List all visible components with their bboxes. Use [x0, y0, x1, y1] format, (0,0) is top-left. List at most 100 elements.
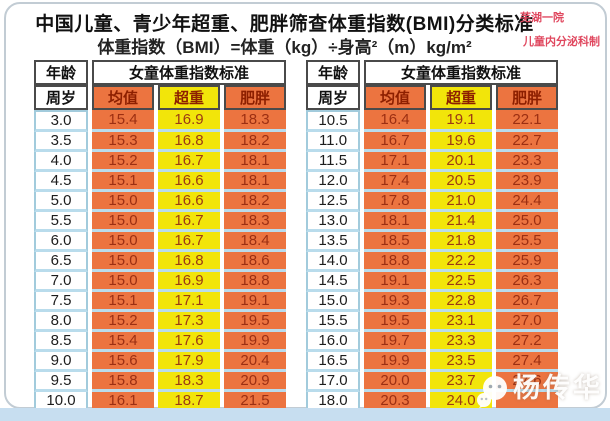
- overweight-cell: 19.6: [430, 132, 492, 152]
- obese-cell: 18.4: [224, 232, 286, 252]
- age-cell: 8.0: [34, 312, 88, 332]
- table-row: 6.0 15.0 16.7 18.4: [34, 232, 286, 252]
- age-cell: 16.5: [306, 352, 360, 372]
- obese-cell: 18.3: [224, 110, 286, 132]
- overweight-cell: 17.6: [158, 332, 220, 352]
- hospital-credit-line2: 儿童内分泌科制: [523, 36, 600, 48]
- mean-cell: 15.0: [92, 252, 154, 272]
- overweight-cell: 21.8: [430, 232, 492, 252]
- table-row: 5.5 15.0 16.7 18.3: [34, 212, 286, 232]
- mean-cell: 15.6: [92, 352, 154, 372]
- overweight-cell: 17.1: [158, 292, 220, 312]
- overweight-header: 超重: [430, 85, 492, 110]
- age-cell: 15.5: [306, 312, 360, 332]
- obese-cell: 26.7: [496, 292, 558, 312]
- mean-cell: 18.8: [364, 252, 426, 272]
- bmi-table-right: 年龄 女童体重指数标准 周岁 均值 超重 肥胖 10.5 16.4 19.1 22.1…: [302, 60, 562, 412]
- obese-cell: 18.6: [224, 252, 286, 272]
- table-row: 11.0 16.7 19.6 22.7: [306, 132, 558, 152]
- overweight-cell: 16.8: [158, 252, 220, 272]
- obese-cell: 27.4: [496, 352, 558, 372]
- obese-cell: 22.1: [496, 110, 558, 132]
- obese-cell: 18.2: [224, 132, 286, 152]
- table-row: 14.5 19.1 22.5 26.3: [306, 272, 558, 292]
- mean-cell: 20.3: [364, 392, 426, 412]
- overweight-cell: 16.7: [158, 152, 220, 172]
- table-row: 11.5 17.1 20.1 23.3: [306, 152, 558, 172]
- mean-cell: 15.1: [92, 292, 154, 312]
- table-row: 4.5 15.1 16.6 18.1: [34, 172, 286, 192]
- age-cell: 10.5: [306, 110, 360, 132]
- age-cell: 12.0: [306, 172, 360, 192]
- age-cell: 7.5: [34, 292, 88, 312]
- overweight-cell: 19.1: [430, 110, 492, 132]
- age-cell: 6.5: [34, 252, 88, 272]
- mean-cell: 15.4: [92, 332, 154, 352]
- overweight-header: 超重: [158, 85, 220, 110]
- table-row: 16.5 19.9 23.5 27.4: [306, 352, 558, 372]
- obese-cell: 27.2: [496, 332, 558, 352]
- overweight-cell: 23.1: [430, 312, 492, 332]
- table-row: 5.0 15.0 16.6 18.2: [34, 192, 286, 212]
- obese-cell: 27.6: [496, 372, 558, 392]
- bottom-background-band: [0, 408, 610, 421]
- table-row: 7.0 15.0 16.9 18.8: [34, 272, 286, 292]
- age-header: 年龄: [306, 60, 360, 85]
- bmi-formula: 体重指数（BMI）=体重（kg）÷身高²（m）kg/m²: [97, 38, 472, 57]
- table-row: 8.5 15.4 17.6 19.9: [34, 332, 286, 352]
- age-cell: 16.0: [306, 332, 360, 352]
- mean-header: 均值: [364, 85, 426, 110]
- mean-cell: 19.1: [364, 272, 426, 292]
- hospital-credit-line1: 芜湖一院: [520, 12, 564, 24]
- table-row: 9.0 15.6 17.9 20.4: [34, 352, 286, 372]
- table-row: 15.5 19.5 23.1 27.0: [306, 312, 558, 332]
- mean-cell: 15.1: [92, 172, 154, 192]
- mean-cell: 18.1: [364, 212, 426, 232]
- obese-cell: 20.9: [224, 372, 286, 392]
- overweight-cell: 22.5: [430, 272, 492, 292]
- table-row: 8.0 15.2 17.3 19.5: [34, 312, 286, 332]
- header-row-2: 周岁 均值 超重 肥胖: [306, 85, 558, 110]
- mean-cell: 15.0: [92, 272, 154, 292]
- header-row-1: 年龄 女童体重指数标准: [34, 60, 286, 85]
- mean-cell: 15.4: [92, 110, 154, 132]
- table-row: 3.0 15.4 16.9 18.3: [34, 110, 286, 132]
- group-header: 女童体重指数标准: [364, 60, 558, 85]
- mean-cell: 15.0: [92, 192, 154, 212]
- obese-header: 肥胖: [496, 85, 558, 110]
- age-cell: 13.0: [306, 212, 360, 232]
- mean-cell: 15.2: [92, 152, 154, 172]
- obese-cell: 18.2: [224, 192, 286, 212]
- group-header: 女童体重指数标准: [92, 60, 286, 85]
- overweight-cell: 23.3: [430, 332, 492, 352]
- obese-cell: 25.0: [496, 212, 558, 232]
- header-row-1: 年龄 女童体重指数标准: [306, 60, 558, 85]
- age-cell: 11.5: [306, 152, 360, 172]
- age-cell: 7.0: [34, 272, 88, 292]
- overweight-cell: 17.9: [158, 352, 220, 372]
- obese-cell: 18.1: [224, 152, 286, 172]
- mean-cell: 20.0: [364, 372, 426, 392]
- age-cell: 4.5: [34, 172, 88, 192]
- overweight-cell: 21.4: [430, 212, 492, 232]
- overweight-cell: 17.3: [158, 312, 220, 332]
- table-row: 4.0 15.2 16.7 18.1: [34, 152, 286, 172]
- table-row: 3.5 15.3 16.8 18.2: [34, 132, 286, 152]
- overweight-cell: 16.9: [158, 272, 220, 292]
- age-cell: 4.0: [34, 152, 88, 172]
- mean-cell: 16.7: [364, 132, 426, 152]
- mean-cell: 17.1: [364, 152, 426, 172]
- age-cell: 17.0: [306, 372, 360, 392]
- obese-cell: 22.7: [496, 132, 558, 152]
- obese-cell: 23.3: [496, 152, 558, 172]
- overweight-cell: 16.6: [158, 172, 220, 192]
- obese-cell: 25.9: [496, 252, 558, 272]
- table-row: 12.0 17.4 20.5 23.9: [306, 172, 558, 192]
- table-row: 14.0 18.8 22.2 25.9: [306, 252, 558, 272]
- age-cell: 3.0: [34, 110, 88, 132]
- obese-cell: 25.5: [496, 232, 558, 252]
- overweight-cell: 16.7: [158, 212, 220, 232]
- table-row: 9.5 15.8 18.3 20.9: [34, 372, 286, 392]
- age-cell: 5.0: [34, 192, 88, 212]
- mean-cell: 19.7: [364, 332, 426, 352]
